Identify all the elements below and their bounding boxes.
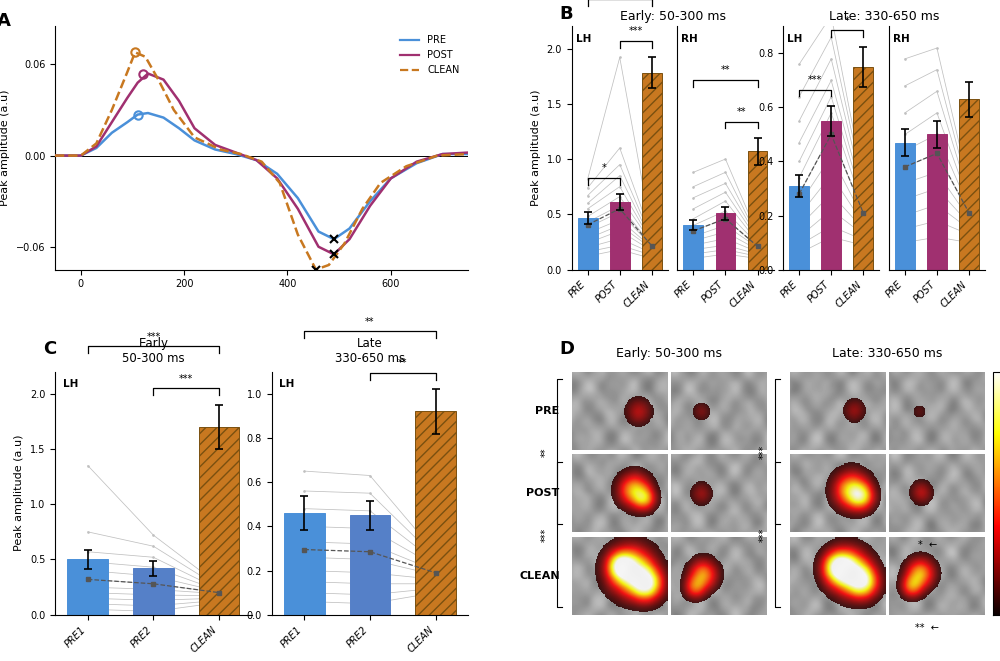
Bar	[959, 99, 979, 270]
Bar	[821, 121, 841, 270]
Text: Early: 50-300 ms: Early: 50-300 ms	[620, 10, 726, 23]
Y-axis label: Peak amplitude (a.u): Peak amplitude (a.u)	[0, 90, 10, 206]
Bar	[67, 559, 108, 615]
Text: Early
50-300 ms: Early 50-300 ms	[122, 337, 185, 365]
Text: *: *	[601, 163, 606, 173]
Text: D: D	[560, 340, 575, 358]
Bar	[415, 411, 456, 615]
Text: *  ←: * ←	[918, 540, 937, 550]
Bar	[789, 186, 809, 270]
Text: **: **	[721, 65, 730, 75]
Bar	[199, 427, 239, 615]
Bar	[642, 73, 662, 270]
Text: LH: LH	[63, 379, 78, 389]
Text: CLEAN: CLEAN	[519, 570, 560, 581]
Bar	[610, 202, 630, 270]
Text: **: **	[737, 107, 746, 117]
Text: **  ←: ** ←	[915, 623, 939, 633]
Text: LH: LH	[576, 34, 591, 44]
Text: Late: 330-650 ms: Late: 330-650 ms	[829, 10, 939, 23]
Text: ***: ***	[808, 75, 822, 85]
Text: ***: ***	[179, 374, 193, 384]
Text: *: *	[845, 16, 850, 26]
Bar	[133, 568, 174, 615]
Text: Late: 330-650 ms: Late: 330-650 ms	[832, 347, 943, 360]
Text: ***: ***	[759, 445, 769, 459]
Bar	[578, 217, 598, 270]
Bar	[350, 516, 390, 615]
Text: C: C	[43, 340, 56, 358]
Text: RH: RH	[893, 34, 909, 44]
Text: LH: LH	[787, 34, 802, 44]
Text: RH: RH	[681, 34, 698, 44]
Bar	[927, 134, 947, 270]
Text: ***: ***	[759, 527, 769, 541]
Text: ***: ***	[629, 26, 643, 36]
Text: POST: POST	[526, 488, 560, 498]
Text: **: **	[398, 358, 407, 368]
Text: LH: LH	[279, 379, 295, 389]
Bar	[284, 513, 325, 615]
Text: ***: ***	[146, 332, 161, 342]
Text: Late
330-650 ms: Late 330-650 ms	[335, 337, 405, 365]
Text: ***: ***	[541, 527, 551, 541]
Legend: PRE, POST, CLEAN: PRE, POST, CLEAN	[396, 31, 463, 79]
Text: B: B	[560, 5, 573, 23]
Y-axis label: Peak amplitude (a.u): Peak amplitude (a.u)	[14, 435, 24, 551]
Bar	[895, 143, 915, 270]
Bar	[716, 214, 735, 270]
Bar	[683, 225, 703, 270]
Text: **: **	[365, 317, 375, 327]
Text: PRE: PRE	[535, 406, 560, 416]
Bar	[853, 67, 873, 270]
Text: Early: 50-300 ms: Early: 50-300 ms	[616, 347, 722, 360]
Text: **: **	[541, 447, 551, 457]
Bar	[748, 151, 767, 270]
Y-axis label: Peak amplitude (a.u): Peak amplitude (a.u)	[531, 90, 541, 206]
Text: A: A	[0, 12, 11, 30]
